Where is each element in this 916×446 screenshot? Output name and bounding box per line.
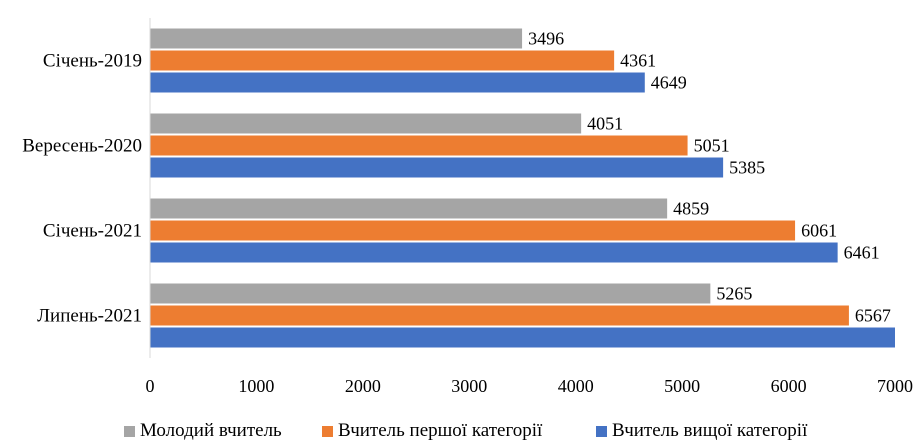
x-tick-label: 2000 <box>345 376 381 396</box>
legend-item-higher: Вчитель вищої категорії <box>596 420 807 442</box>
bar <box>150 157 724 178</box>
data-label: 6061 <box>801 221 837 241</box>
bar <box>150 305 849 326</box>
x-tick-label: 7000 <box>877 376 913 396</box>
data-label: 5051 <box>694 136 730 156</box>
legend-swatch-young <box>124 425 135 437</box>
legend: Молодий вчитель Вчитель першої категорії… <box>0 420 916 444</box>
bar <box>150 113 582 134</box>
data-label: 4859 <box>673 199 709 219</box>
category-label: Січень-2019 <box>43 51 142 72</box>
category-label: Січень-2021 <box>43 221 142 242</box>
data-label: 4361 <box>620 51 656 71</box>
bar <box>150 327 895 348</box>
bar <box>150 283 711 304</box>
legend-label-higher: Вчитель вищої категорії <box>612 420 808 441</box>
value-axis-ticks: 0 1000 2000 3000 4000 5000 6000 7000 <box>146 376 914 396</box>
legend-item-first: Вчитель першої категорії <box>322 420 542 442</box>
legend-swatch-first <box>322 425 333 437</box>
x-tick-label: 0 <box>146 376 155 396</box>
legend-item-young: Молодий вчитель <box>124 420 282 442</box>
bar <box>150 50 615 71</box>
legend-label-first: Вчитель першої категорії <box>338 420 543 441</box>
data-label: 5385 <box>729 158 765 178</box>
data-label: 6461 <box>844 243 880 263</box>
x-tick-label: 3000 <box>451 376 487 396</box>
data-label: 3496 <box>528 29 564 49</box>
x-tick-label: 6000 <box>771 376 807 396</box>
bar <box>150 135 688 156</box>
bar <box>150 198 668 219</box>
category-labels-layer: Січень-2019 Вересень-2020 Січень-2021 Липен… <box>22 51 142 327</box>
data-label: 4051 <box>587 114 623 134</box>
bar <box>150 28 523 49</box>
x-tick-label: 1000 <box>238 376 274 396</box>
bar <box>150 72 645 93</box>
bars-layer <box>150 28 895 348</box>
x-tick-label: 5000 <box>664 376 700 396</box>
x-tick-label: 4000 <box>558 376 594 396</box>
data-label: 4649 <box>651 73 687 93</box>
data-label: 5265 <box>716 284 752 304</box>
legend-label-young: Молодий вчитель <box>140 420 282 441</box>
category-label: Липень-2021 <box>37 306 142 327</box>
bar <box>150 220 796 241</box>
legend-swatch-higher <box>596 425 607 437</box>
bar <box>150 242 838 263</box>
category-label: Вересень-2020 <box>22 136 142 157</box>
data-label: 6567 <box>855 306 891 326</box>
